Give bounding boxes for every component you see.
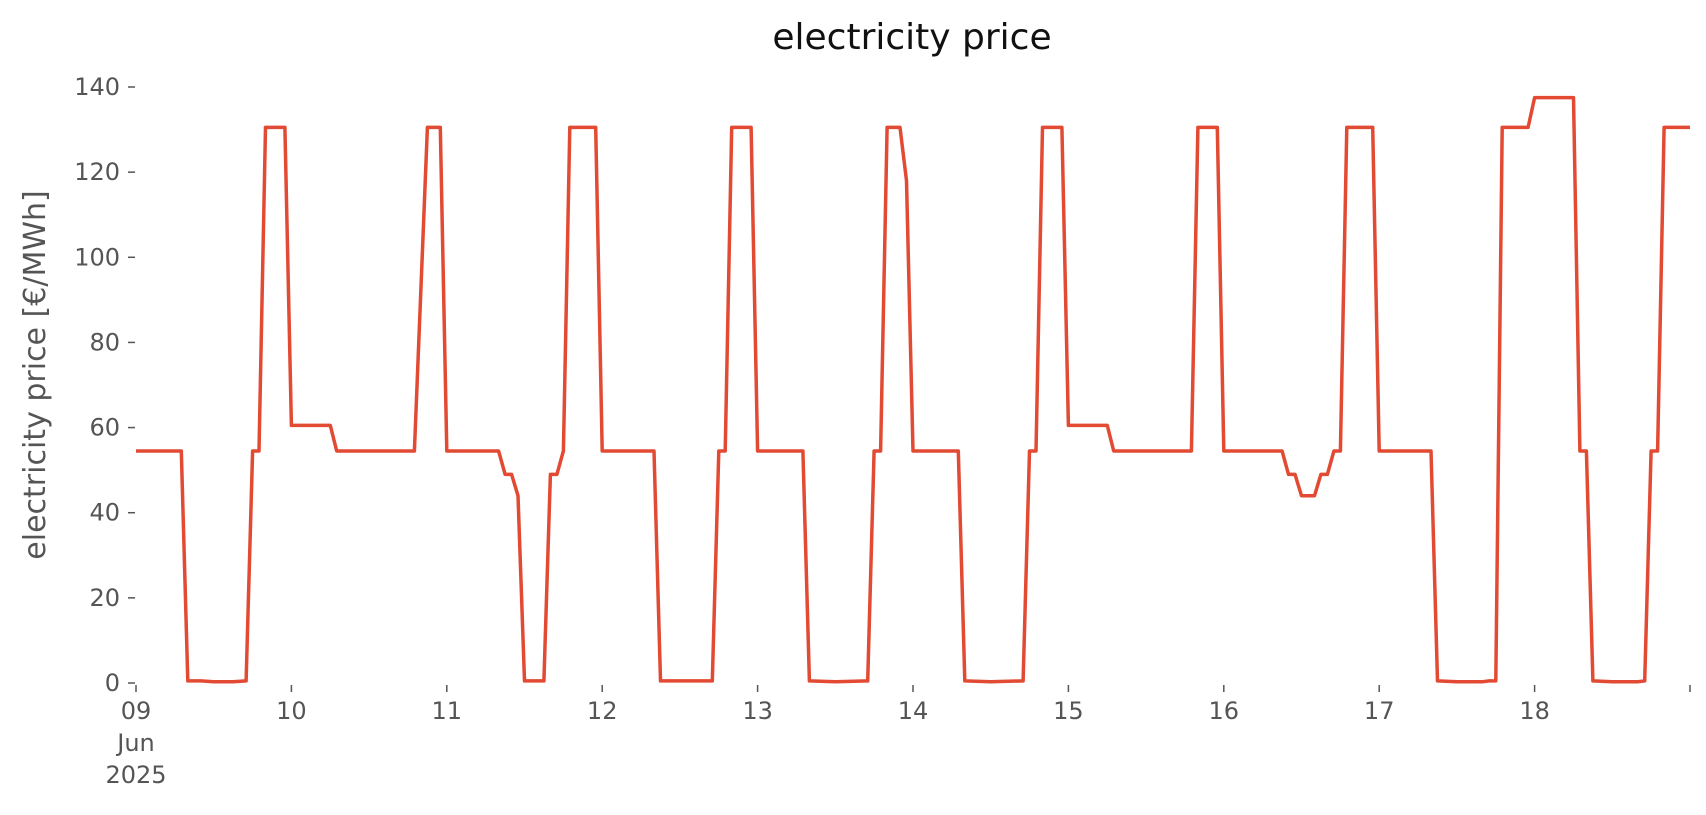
y-axis: 0 20 40 60 80 100 120 140	[74, 73, 135, 697]
series-line	[136, 95, 1690, 684]
x-axis: 09 Jun 2025 10 11 12 13 14 15 16 17 18	[105, 685, 1691, 789]
x-tick-label: Jun	[115, 729, 155, 757]
y-tick-label: 100	[74, 243, 120, 271]
x-tick-label: 09	[121, 697, 152, 725]
x-tick-label: 15	[1053, 697, 1084, 725]
y-tick-label: 80	[89, 328, 120, 356]
x-tick-label: 2025	[105, 761, 166, 789]
y-tick-label: 20	[89, 584, 120, 612]
y-tick-label: 140	[74, 73, 120, 101]
chart-title: electricity price	[772, 17, 1051, 58]
x-tick-label: 10	[276, 697, 307, 725]
y-tick-label: 60	[89, 414, 120, 442]
x-tick-label: 18	[1519, 697, 1550, 725]
x-tick-label: 11	[432, 697, 463, 725]
y-tick-label: 40	[89, 499, 120, 527]
x-tick-label: 12	[587, 697, 618, 725]
series-layer	[136, 95, 1690, 684]
x-tick-label: 17	[1364, 697, 1395, 725]
x-tick-label: 13	[742, 697, 773, 725]
y-axis-label: electricity price [€/MWh]	[18, 190, 53, 559]
x-tick-label: 14	[898, 697, 929, 725]
x-tick-label: 16	[1209, 697, 1240, 725]
y-tick-label: 120	[74, 158, 120, 186]
y-tick-label: 0	[105, 669, 120, 697]
